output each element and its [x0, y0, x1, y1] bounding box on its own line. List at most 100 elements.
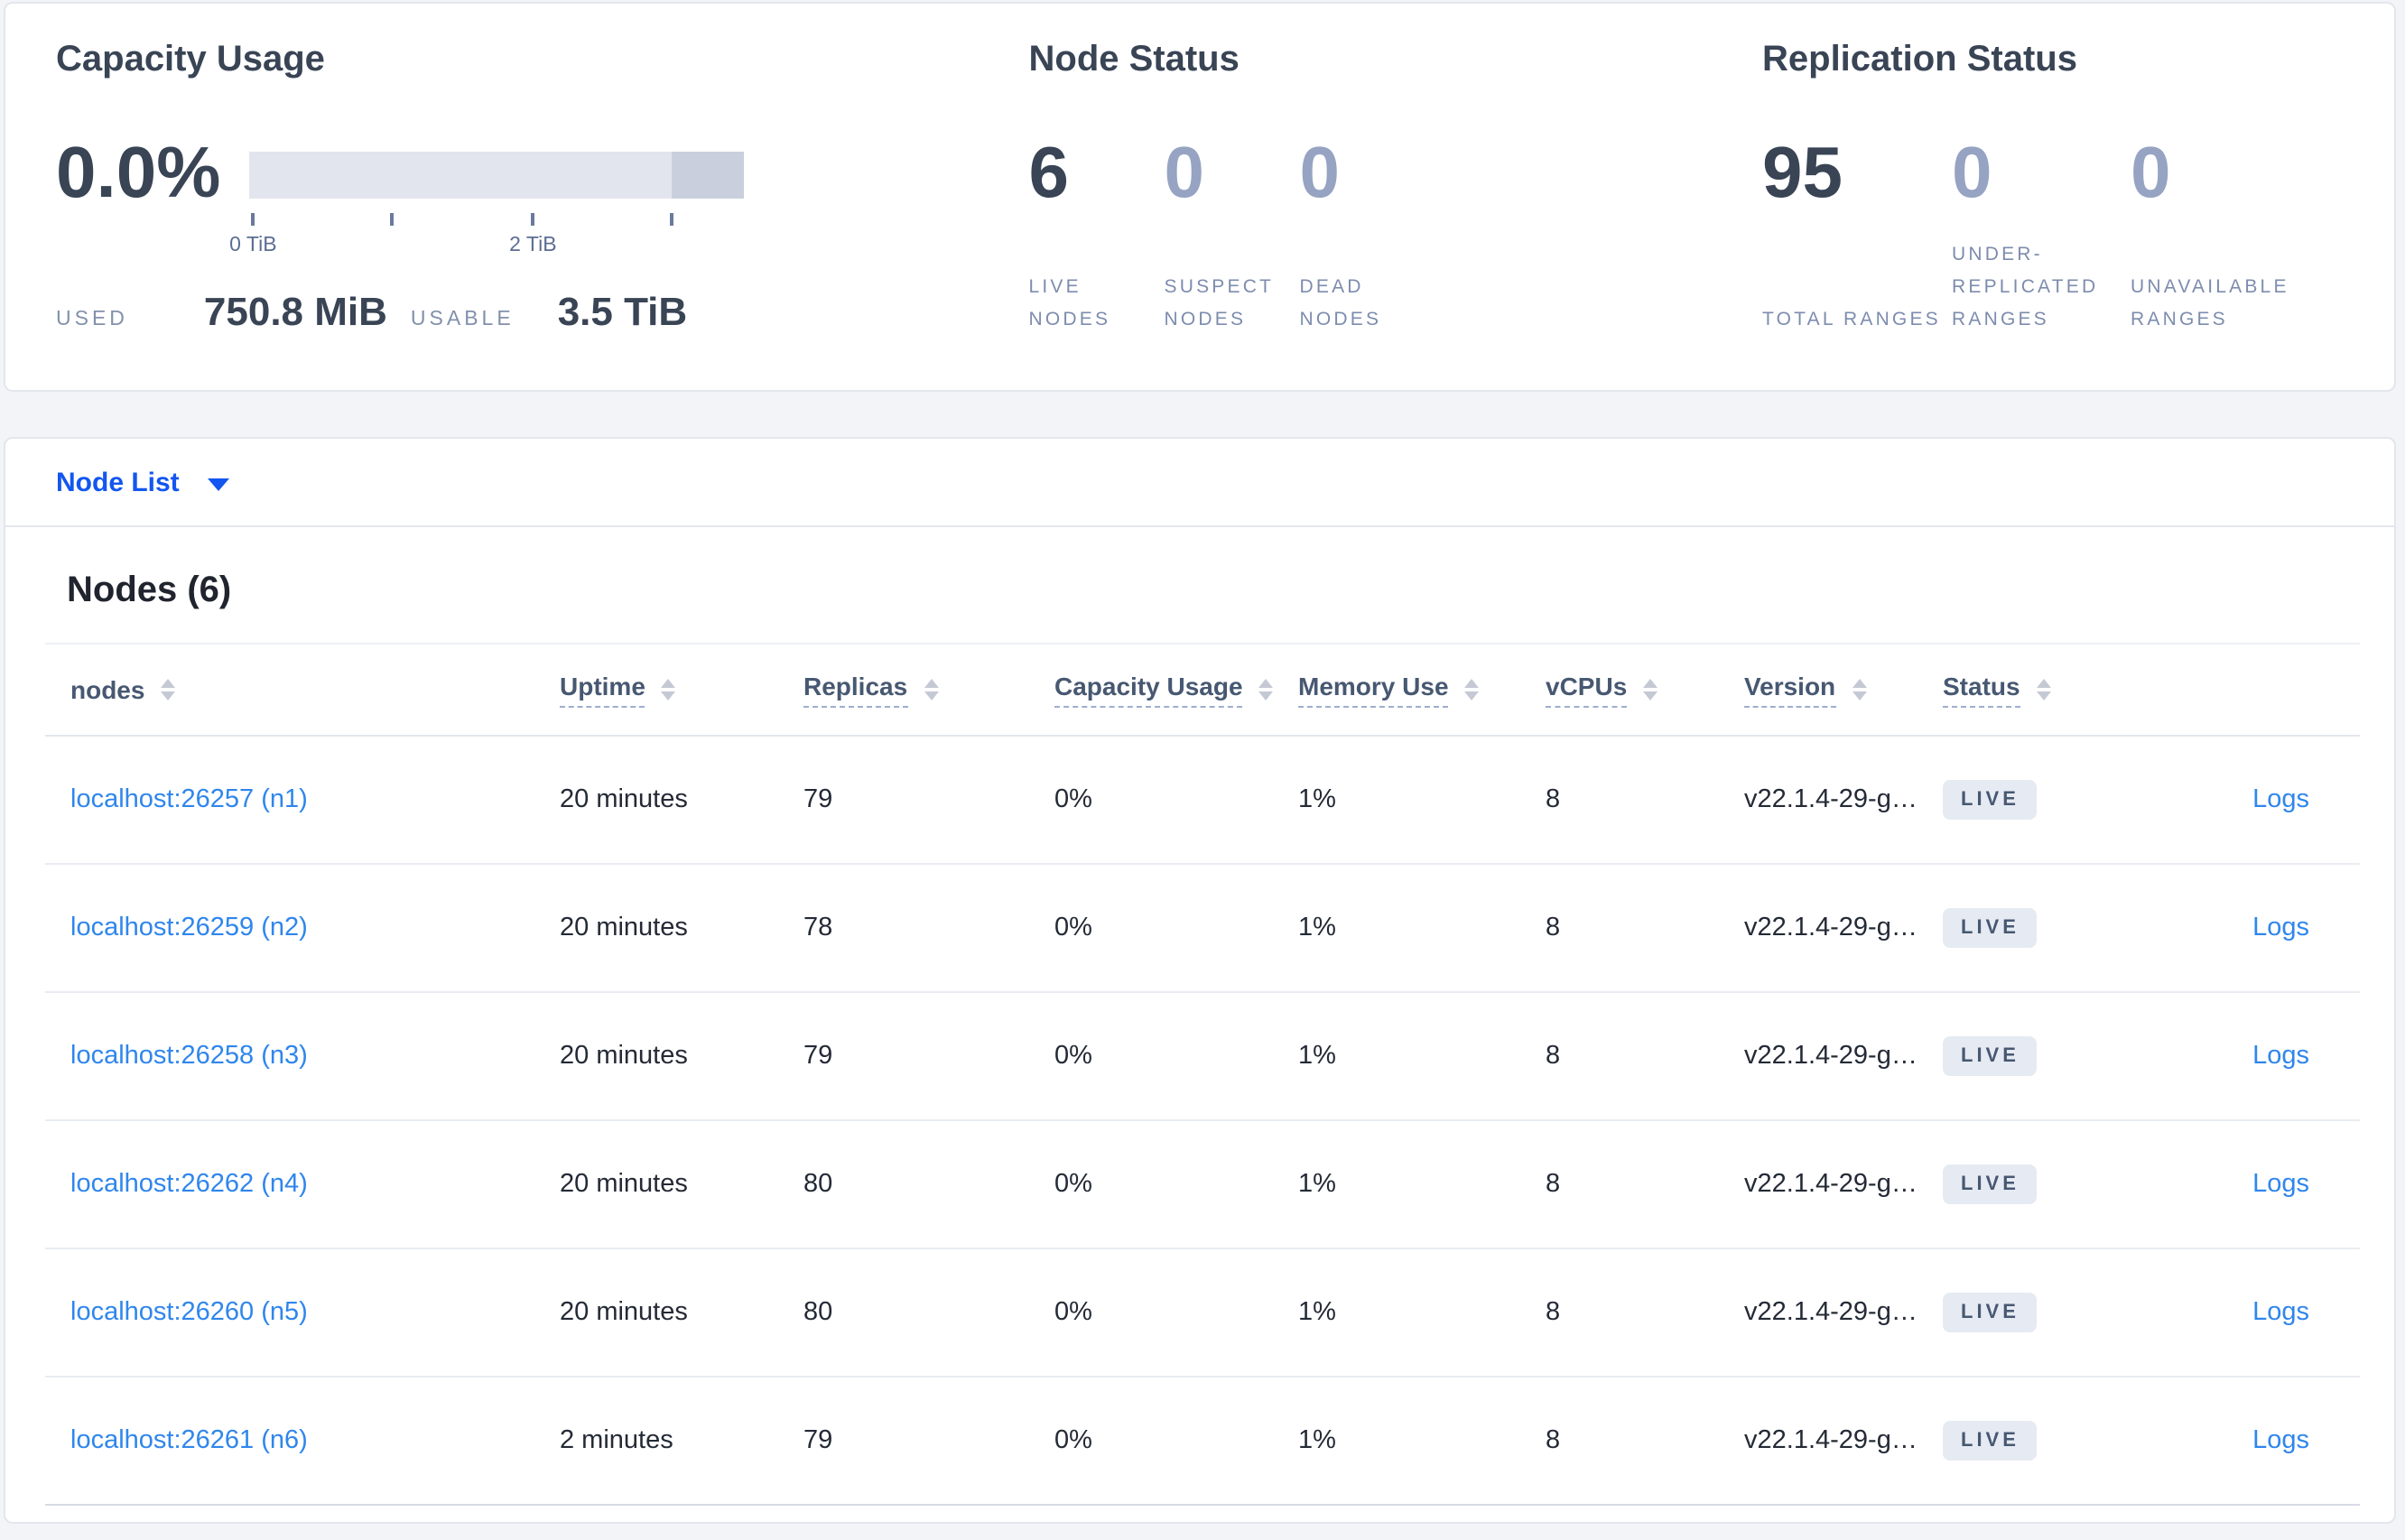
replication-status-title: Replication Status — [1762, 40, 2077, 79]
vcpus-cell: 8 — [1546, 914, 1561, 942]
node-list-dropdown[interactable]: Node List — [5, 439, 2394, 527]
version-cell: v22.1.4-29-g… — [1744, 1170, 1918, 1199]
node-link[interactable]: localhost:26260 (n5) — [70, 1298, 308, 1327]
column-label: nodes — [70, 675, 145, 704]
stat-value: 95 — [1762, 134, 1843, 213]
column-label: Uptime — [560, 672, 645, 708]
logs-cell: Logs — [2141, 1042, 2360, 1071]
node-cell: localhost:26259 (n2) — [45, 914, 560, 942]
replicas-cell: 79 — [803, 785, 833, 814]
version-cell: v22.1.4-29-g… — [1744, 1298, 1918, 1327]
uptime-cell: 20 minutes — [560, 785, 688, 814]
sort-desc-icon — [661, 691, 676, 700]
node-status-title: Node Status — [1028, 40, 1240, 79]
table-row: localhost:26261 (n6) 2 minutes 79 0% 1% 8 v22.… — [45, 1378, 2360, 1506]
axis-tick — [531, 213, 534, 226]
node-link[interactable]: localhost:26257 (n1) — [70, 785, 308, 814]
logs-link[interactable]: Logs — [2252, 1170, 2309, 1199]
uptime-cell: 20 minutes — [560, 1042, 688, 1071]
capacity-usage-cell: 0% — [1054, 1170, 1092, 1199]
replicas-cell: 80 — [803, 1298, 833, 1327]
column-header-vcpus[interactable]: vCPUs — [1546, 672, 1744, 708]
node-cell: localhost:26260 (n5) — [45, 1298, 560, 1327]
axis-tick — [251, 213, 255, 226]
sort-asc-icon — [924, 679, 939, 688]
sort-asc-icon — [2036, 679, 2051, 688]
column-header-capacity-usage[interactable]: Capacity Usage — [1054, 672, 1298, 708]
sort-arrows-icon — [161, 679, 176, 700]
usable-value: 3.5 TiB — [557, 289, 688, 334]
memory-use-cell: 1% — [1298, 1170, 1336, 1199]
stat-value: 0 — [1299, 134, 1341, 213]
logs-link[interactable]: Logs — [2252, 914, 2309, 942]
logs-link[interactable]: Logs — [2252, 785, 2309, 814]
replicas-cell: 80 — [803, 1170, 833, 1199]
uptime-cell: 2 minutes — [560, 1426, 673, 1455]
node-link[interactable]: localhost:26259 (n2) — [70, 914, 308, 942]
status-cell: LIVE — [1943, 908, 2141, 948]
sort-desc-icon — [1258, 691, 1274, 700]
column-header-status[interactable]: Status — [1943, 672, 2141, 708]
table-row: localhost:26257 (n1) 20 minutes 79 0% 1% 8 v22… — [45, 737, 2360, 865]
column-label: Version — [1744, 672, 1836, 708]
memory-use-cell: 1% — [1298, 785, 1336, 814]
node-link[interactable]: localhost:26262 (n4) — [70, 1170, 308, 1199]
capacity-stats-row: USED 750.8 MiB USABLE 3.5 TiB — [56, 289, 1029, 336]
sort-desc-icon — [1464, 691, 1480, 700]
sort-arrows-icon — [1852, 679, 1867, 700]
chevron-down-icon — [208, 478, 230, 490]
sort-desc-icon — [2036, 691, 2051, 700]
column-header-replicas[interactable]: Replicas — [803, 672, 1054, 708]
status-badge: LIVE — [1943, 1293, 2038, 1332]
status-cell: LIVE — [1943, 1164, 2141, 1204]
node-cell: localhost:26258 (n3) — [45, 1042, 560, 1071]
axis-label-2tib: 2 TiB — [509, 235, 557, 256]
stat-label: DEAD NODES — [1299, 276, 1382, 330]
stat-value: 6 — [1028, 134, 1070, 213]
logs-link[interactable]: Logs — [2252, 1426, 2309, 1455]
used-label: USED — [56, 309, 128, 330]
capacity-bar-reserved-segment — [672, 152, 745, 199]
used-value: 750.8 MiB — [203, 289, 387, 334]
stat-label: UNDER-REPLICATED RANGES — [1952, 244, 2099, 330]
node-cell: localhost:26257 (n1) — [45, 785, 560, 814]
vcpus-cell: 8 — [1546, 785, 1561, 814]
column-header-memory-use[interactable]: Memory Use — [1298, 672, 1546, 708]
sort-asc-icon — [1464, 679, 1480, 688]
sort-arrows-icon — [2036, 679, 2051, 700]
nodes-table-body: localhost:26257 (n1) 20 minutes 79 0% 1% 8 v22… — [45, 737, 2360, 1506]
vcpus-cell: 8 — [1546, 1298, 1561, 1327]
logs-link[interactable]: Logs — [2252, 1042, 2309, 1071]
sort-arrows-icon — [1464, 679, 1480, 700]
logs-cell: Logs — [2141, 914, 2360, 942]
column-label: Replicas — [803, 672, 908, 708]
nodes-count-heading: Nodes (6) — [67, 571, 232, 610]
sort-asc-icon — [1258, 679, 1274, 688]
sort-arrows-icon — [1643, 679, 1658, 700]
version-cell: v22.1.4-29-g… — [1744, 785, 1918, 814]
logs-cell: Logs — [2141, 1170, 2360, 1199]
status-badge: LIVE — [1943, 1036, 2038, 1076]
column-label: Status — [1943, 672, 2020, 708]
memory-use-cell: 1% — [1298, 1298, 1336, 1327]
nodes-table-header-row: nodes Uptime Replicas Capacity Usage Memory … — [45, 645, 2360, 737]
node-status-section: Node Status 6 LIVE NODES 0 SUSPECT NODES 0 DE… — [1029, 36, 1763, 357]
logs-link[interactable]: Logs — [2252, 1298, 2309, 1327]
status-badge: LIVE — [1943, 780, 2038, 820]
vcpus-cell: 8 — [1546, 1042, 1561, 1071]
version-cell: v22.1.4-29-g… — [1744, 1042, 1918, 1071]
sort-asc-icon — [1852, 679, 1867, 688]
capacity-axis-ticks — [249, 213, 744, 227]
column-header-uptime[interactable]: Uptime — [560, 672, 803, 708]
column-header-version[interactable]: Version — [1744, 672, 1943, 708]
stat-dead-nodes: 0 DEAD NODES — [1300, 137, 1435, 336]
node-link[interactable]: localhost:26258 (n3) — [70, 1042, 308, 1071]
sort-desc-icon — [161, 691, 176, 700]
sort-desc-icon — [1643, 691, 1658, 700]
node-link[interactable]: localhost:26261 (n6) — [70, 1426, 308, 1455]
sort-arrows-icon — [924, 679, 939, 700]
column-header-nodes[interactable]: nodes — [45, 675, 560, 704]
vcpus-cell: 8 — [1546, 1170, 1561, 1199]
table-row: localhost:26260 (n5) 20 minutes 80 0% 1% 8 v22… — [45, 1249, 2360, 1378]
